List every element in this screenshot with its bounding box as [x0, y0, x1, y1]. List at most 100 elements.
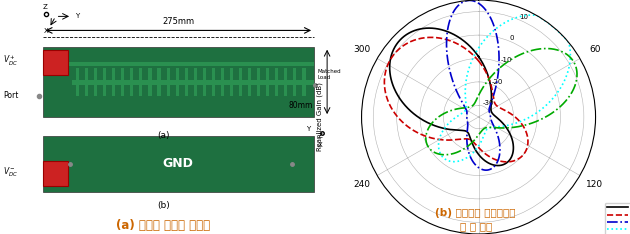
Text: Y: Y: [307, 126, 311, 132]
θ=60°: [435, 141, 442, 143]
Bar: [193, 68, 197, 96]
Text: X: X: [43, 28, 48, 34]
θ=120°: [505, 111, 512, 113]
Bar: [176, 68, 179, 96]
Bar: [166, 68, 169, 96]
θ=90°: [475, 2, 483, 5]
Text: 80mm: 80mm: [288, 101, 312, 110]
Bar: [43, 136, 314, 192]
θ=60°: [475, 47, 483, 49]
θ=120°: [389, 55, 396, 58]
θ=90°: [486, 113, 494, 116]
Text: $V_{DC}^+$: $V_{DC}^+$: [3, 54, 18, 68]
Bar: [43, 161, 67, 186]
Bar: [266, 68, 269, 96]
Bar: [112, 68, 115, 96]
Line: θ=60°: θ=60°: [438, 15, 570, 162]
Bar: [239, 68, 242, 96]
Text: X: X: [318, 143, 322, 148]
θ=60°: [436, 151, 444, 154]
Bar: [221, 68, 224, 96]
Bar: [212, 68, 215, 96]
Bar: [158, 68, 161, 96]
Text: (a) 제작된 누설파 안테나: (a) 제작된 누설파 안테나: [117, 219, 210, 232]
Text: 275mm: 275mm: [162, 17, 194, 26]
θ=120°: [492, 103, 500, 106]
θ=150°: [397, 38, 404, 41]
Text: Z: Z: [43, 4, 47, 10]
Bar: [185, 68, 188, 96]
Bar: [72, 80, 314, 85]
Legend: θ=150°, θ=120°, θ=90°, θ=60°, θ=30°: θ=150°, θ=120°, θ=90°, θ=60°, θ=30°: [605, 202, 630, 234]
θ=90°: [475, 2, 483, 5]
Line: θ=120°: θ=120°: [384, 37, 528, 162]
θ=90°: [486, 103, 494, 106]
θ=90°: [463, 116, 471, 119]
Bar: [257, 68, 260, 96]
Text: Matched
Load: Matched Load: [318, 69, 341, 80]
θ=150°: [496, 119, 504, 122]
Bar: [302, 68, 306, 96]
θ=30°: [475, 94, 483, 97]
Bar: [248, 68, 251, 96]
θ=60°: [475, 47, 483, 49]
Line: θ=90°: θ=90°: [447, 0, 500, 170]
θ=150°: [454, 129, 462, 132]
θ=90°: [464, 0, 472, 2]
Text: (b): (b): [157, 201, 170, 210]
Bar: [43, 62, 314, 66]
θ=60°: [542, 105, 549, 107]
θ=30°: [426, 147, 433, 150]
Text: Y: Y: [75, 13, 79, 19]
Bar: [94, 68, 97, 96]
θ=90°: [464, 123, 471, 125]
Bar: [43, 50, 67, 75]
Bar: [43, 47, 314, 117]
θ=120°: [518, 123, 526, 126]
Bar: [203, 68, 206, 96]
Bar: [139, 68, 142, 96]
θ=60°: [484, 35, 491, 38]
θ=90°: [486, 15, 494, 18]
θ=120°: [475, 59, 483, 62]
Bar: [284, 68, 287, 96]
θ=60°: [534, 14, 541, 17]
θ=90°: [464, 126, 471, 129]
θ=30°: [570, 61, 578, 64]
Bar: [149, 68, 152, 96]
θ=30°: [540, 47, 547, 50]
θ=150°: [475, 55, 483, 58]
Bar: [275, 68, 278, 96]
θ=120°: [439, 139, 447, 141]
Line: θ=30°: θ=30°: [426, 48, 577, 155]
Text: Port: Port: [3, 91, 19, 100]
θ=30°: [478, 88, 486, 91]
θ=150°: [461, 129, 468, 132]
Text: GND: GND: [163, 157, 193, 170]
θ=150°: [490, 113, 497, 116]
θ=30°: [468, 105, 476, 107]
Bar: [230, 68, 233, 96]
θ=30°: [560, 102, 568, 104]
Line: θ=150°: θ=150°: [390, 28, 513, 166]
Bar: [121, 68, 124, 96]
Text: Z: Z: [318, 133, 322, 139]
θ=150°: [475, 55, 483, 58]
Text: (a): (a): [158, 131, 170, 140]
θ=30°: [475, 94, 483, 97]
θ=30°: [435, 153, 443, 155]
Text: $V_{DC}^-$: $V_{DC}^-$: [3, 165, 18, 179]
θ=60°: [512, 122, 519, 125]
θ=150°: [488, 110, 495, 113]
θ=120°: [475, 59, 483, 62]
θ=30°: [522, 124, 529, 126]
Bar: [130, 68, 134, 96]
θ=120°: [490, 99, 498, 102]
θ=150°: [481, 65, 488, 68]
θ=60°: [556, 32, 564, 34]
Text: (b) 안테나의 시뮬레이션
된 빔 패턴: (b) 안테나의 시뮬레이션 된 빔 패턴: [435, 208, 516, 232]
Bar: [85, 68, 88, 96]
Bar: [76, 68, 79, 96]
θ=120°: [450, 139, 458, 141]
θ=120°: [480, 67, 488, 70]
